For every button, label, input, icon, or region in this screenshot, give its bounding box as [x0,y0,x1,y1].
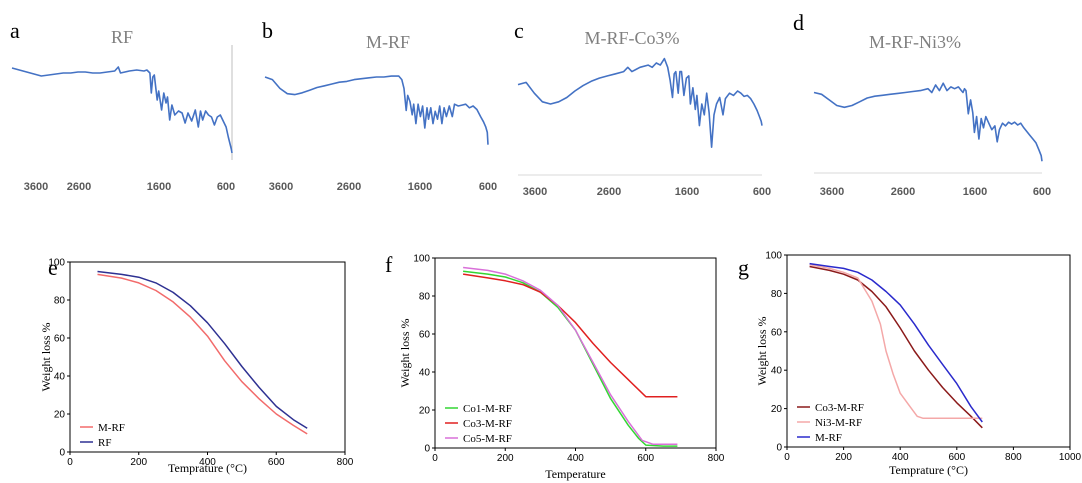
series-line [463,266,678,445]
y-tick-label: 60 [771,327,783,338]
x-tick-label: 200 [497,453,514,464]
x-tick-label: 1600 [675,186,699,198]
spectrum-line [11,66,233,154]
x-tick-label: 1000 [1059,452,1082,463]
spectrum-line [813,82,1043,162]
y-tick-label: 20 [771,404,783,415]
y-axis-label: Weight loss % [39,322,53,391]
x-axis-label: Temperature [545,467,605,481]
panel-title: RF [111,27,133,47]
spectrum-line [264,75,489,145]
x-tick-label: 400 [567,453,584,464]
x-tick-label: 3600 [820,186,844,198]
panel-letter: f [385,252,393,277]
y-tick-label: 0 [424,444,430,455]
legend-label: Co3-M-RF [463,418,512,430]
x-tick-label: 200 [835,452,852,463]
y-tick-label: 60 [419,330,431,341]
panel-c: c M-RF-Co3% 3600 2600 1600 600 [514,18,771,198]
legend-label: M-RF [815,432,842,444]
legend-label: Co5-M-RF [463,433,512,445]
x-tick-label: 600 [217,181,235,193]
x-tick-label: 0 [67,457,73,468]
y-tick-label: 80 [419,292,431,303]
y-tick-label: 40 [419,368,431,379]
x-tick-label: 2600 [67,181,91,193]
x-tick-label: 600 [1033,186,1051,198]
x-tick-label: 600 [637,453,654,464]
y-axis-label: Weight loss % [398,318,412,387]
panel-title: M-RF-Ni3% [869,32,961,52]
x-tick-label: 0 [784,452,790,463]
panel-title: M-RF [366,32,410,52]
series-line [809,265,983,429]
legend-label: Co3-M-RF [815,402,864,414]
panel-b: b M-RF 3600 2600 1600 600 [262,18,497,193]
legend-label: M-RF [98,422,125,434]
x-tick-label: 400 [892,452,909,463]
y-tick-label: 40 [771,366,783,377]
panel-d: d M-RF-Ni3% 3600 2600 1600 600 [793,10,1051,198]
x-tick-label: 800 [1005,452,1022,463]
x-tick-label: 2600 [891,186,915,198]
x-tick-label: 2600 [337,181,361,193]
x-tick-label: 800 [708,453,725,464]
series-line [97,270,308,429]
panel-f: f 0 200 400 600 800 0 20 40 60 80 100 Temperature Wei… [385,252,725,481]
legend-label: Co1-M-RF [463,403,512,415]
y-tick-label: 80 [771,289,783,300]
x-tick-label: 1600 [147,181,171,193]
x-tick-label: 2600 [597,186,621,198]
series-line [97,273,308,435]
y-tick-label: 80 [54,296,66,307]
y-axis-label: Weight loss % [755,316,769,385]
x-tick-label: 600 [479,181,497,193]
series-line [462,273,678,398]
panel-letter: g [738,255,749,280]
x-axis-label: Temprature (°C) [889,463,968,477]
panel-letter: e [48,255,58,280]
x-tick-label: 3600 [269,181,293,193]
x-tick-label: 200 [130,457,147,468]
x-tick-label: 800 [337,457,354,468]
x-tick-label: 1600 [408,181,432,193]
panel-title: M-RF-Co3% [584,28,679,48]
y-tick-label: 20 [419,406,431,417]
y-tick-label: 0 [59,448,65,459]
x-tick-label: 600 [948,452,965,463]
series-line [809,263,983,419]
y-tick-label: 100 [765,251,782,262]
panel-a: a RF 3600 2600 1600 600 [10,18,235,193]
y-tick-label: 20 [54,410,66,421]
series-line [809,262,983,423]
y-tick-label: 60 [54,334,66,345]
y-tick-label: 40 [54,372,66,383]
panel-g: g 0 200 400 600 800 1000 0 20 40 60 80 100 Temprature… [738,251,1082,478]
panel-letter: b [262,18,273,43]
panel-letter: a [10,18,20,43]
x-tick-label: 600 [268,457,285,468]
x-tick-label: 600 [753,186,771,198]
y-tick-label: 100 [48,258,65,269]
x-tick-label: 0 [432,453,438,464]
x-axis-label: Temprature (°C) [168,461,247,475]
plot-frame [786,254,1071,448]
spectrum-line [517,57,763,148]
x-tick-label: 400 [199,457,216,468]
legend-label: Ni3-M-RF [815,417,862,429]
y-tick-label: 100 [413,254,430,265]
x-tick-label: 1600 [963,186,987,198]
x-tick-label: 3600 [523,186,547,198]
legend-label: RF [98,437,111,449]
panel-letter: c [514,18,524,43]
panel-e: e 0 200 400 600 800 0 20 40 60 80 100 Temprature (°C… [39,255,354,475]
panel-letter: d [793,10,804,35]
y-tick-label: 0 [776,443,782,454]
x-tick-label: 3600 [24,181,48,193]
